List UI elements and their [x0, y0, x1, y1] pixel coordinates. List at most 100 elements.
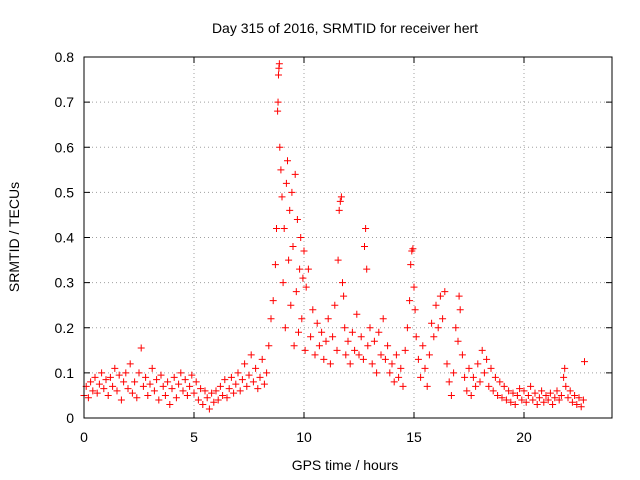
data-point [131, 378, 139, 386]
data-point [357, 333, 365, 341]
data-point [502, 396, 510, 404]
data-point [293, 215, 301, 223]
data-point [533, 400, 541, 408]
data-point [142, 373, 150, 381]
data-point [571, 391, 579, 399]
data-point [335, 206, 343, 214]
data-point [265, 342, 273, 350]
data-point [157, 371, 165, 379]
data-point [245, 371, 253, 379]
data-point [183, 391, 191, 399]
data-point [401, 346, 409, 354]
data-point [392, 351, 400, 359]
data-point [573, 400, 581, 408]
data-point [300, 247, 308, 255]
data-point [137, 344, 145, 352]
data-point [483, 355, 491, 363]
data-point [252, 364, 260, 372]
data-point [84, 394, 92, 402]
data-point [544, 396, 552, 404]
data-point [133, 394, 141, 402]
data-point [287, 301, 295, 309]
data-point [212, 387, 220, 395]
data-points [80, 60, 588, 413]
data-point [291, 170, 299, 178]
data-point [377, 351, 385, 359]
data-point [120, 378, 128, 386]
data-point [238, 376, 246, 384]
data-point [395, 373, 403, 381]
data-point [322, 337, 330, 345]
data-point [186, 382, 194, 390]
axis-ticks: 0 5 10 15 20 0 0.1 0.2 0.3 0.4 0.5 0.6 0.7 0.8 [55, 49, 612, 445]
data-point [581, 358, 588, 366]
data-point [274, 107, 282, 115]
x-tick-label: 10 [296, 429, 312, 445]
data-point [423, 382, 431, 390]
data-point [496, 378, 504, 386]
data-point [362, 224, 370, 232]
data-point [289, 243, 297, 251]
data-point [170, 373, 178, 381]
y-tick-label: 0.5 [55, 184, 75, 200]
data-point [168, 385, 176, 393]
data-point [309, 306, 317, 314]
data-point [286, 206, 294, 214]
data-point [351, 346, 359, 354]
x-axis-label: GPS time / hours [292, 457, 399, 473]
data-point [485, 382, 493, 390]
data-point [494, 391, 502, 399]
data-point [292, 288, 300, 296]
data-point [139, 382, 147, 390]
data-point [276, 143, 284, 151]
data-point [219, 391, 227, 399]
data-point [439, 315, 447, 323]
data-point [414, 355, 422, 363]
data-point [342, 351, 350, 359]
data-point [361, 243, 368, 251]
data-point [344, 337, 352, 345]
plot-frame [83, 56, 613, 419]
data-point [341, 324, 349, 332]
data-point [540, 398, 548, 406]
data-point [489, 387, 497, 395]
data-point [295, 328, 302, 336]
data-point [566, 387, 574, 395]
y-tick-label: 0.3 [55, 275, 75, 291]
data-point [214, 396, 222, 404]
data-point [373, 369, 381, 377]
data-point [271, 261, 279, 269]
data-point [297, 234, 305, 241]
data-point [454, 337, 462, 345]
data-point [336, 197, 344, 205]
data-point [236, 387, 244, 395]
y-tick-label: 0.6 [55, 139, 75, 155]
data-point [359, 355, 367, 363]
data-point [412, 333, 420, 341]
data-point [500, 382, 508, 390]
data-point [411, 306, 419, 314]
data-point [529, 396, 537, 404]
data-point [278, 193, 286, 201]
data-point [386, 369, 394, 377]
data-point [194, 396, 202, 404]
data-point [192, 378, 200, 386]
data-point [249, 378, 257, 386]
data-point [364, 342, 372, 350]
x-tick-label: 5 [190, 429, 198, 445]
data-point [549, 400, 557, 408]
data-point [285, 256, 293, 264]
data-point [363, 265, 371, 273]
data-point [91, 373, 99, 381]
data-point [104, 391, 112, 399]
data-point [366, 324, 374, 332]
chart-title: Day 315 of 2016, SRMTID for receiver her… [212, 20, 478, 36]
data-point [315, 342, 323, 350]
data-point [542, 391, 550, 399]
data-point [463, 387, 471, 395]
data-point [498, 394, 506, 402]
data-point [522, 398, 530, 406]
data-point [223, 394, 231, 402]
data-point [161, 391, 169, 399]
data-point [179, 387, 187, 395]
